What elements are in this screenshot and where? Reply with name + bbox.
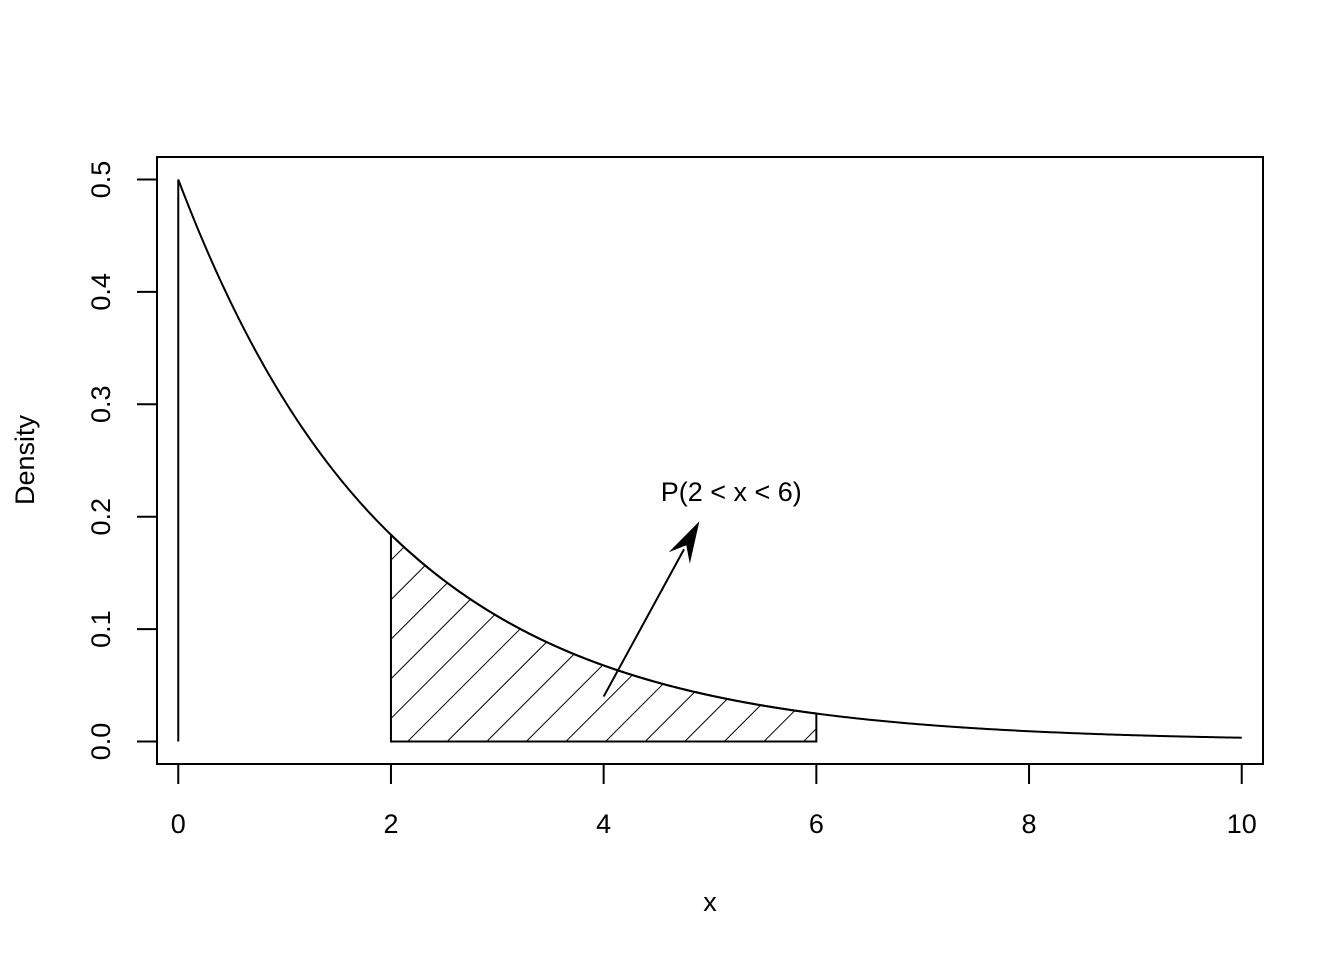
y-tick-label: 0.3	[86, 386, 116, 424]
x-tick-label: 10	[1227, 809, 1257, 839]
y-tick-label: 0.0	[86, 723, 116, 761]
density-curve	[177, 179, 1242, 739]
x-tick-label: 4	[596, 809, 611, 839]
shaded-area-2-to-6	[389, 532, 818, 743]
annotation-label: P(2 < x < 6)	[661, 477, 802, 507]
y-axis-label: Density	[10, 414, 40, 505]
annotation-arrow-head	[668, 521, 700, 564]
x-tick-label: 2	[383, 809, 398, 839]
x-tick-label: 0	[171, 809, 186, 839]
y-tick-label: 0.1	[86, 610, 116, 648]
y-tick-label: 0.5	[86, 161, 116, 199]
x-axis: 0 2 4 6 8 10	[171, 763, 1257, 839]
y-tick-label: 0.4	[86, 273, 116, 311]
plot-frame	[156, 156, 1264, 765]
x-axis-label: x	[703, 887, 717, 917]
y-tick-label: 0.2	[86, 498, 116, 536]
annotation-arrow	[602, 548, 685, 698]
y-axis: 0.0 0.1 0.2 0.3 0.4 0.5	[86, 161, 158, 761]
x-tick-label: 6	[809, 809, 824, 839]
x-tick-label: 8	[1022, 809, 1037, 839]
